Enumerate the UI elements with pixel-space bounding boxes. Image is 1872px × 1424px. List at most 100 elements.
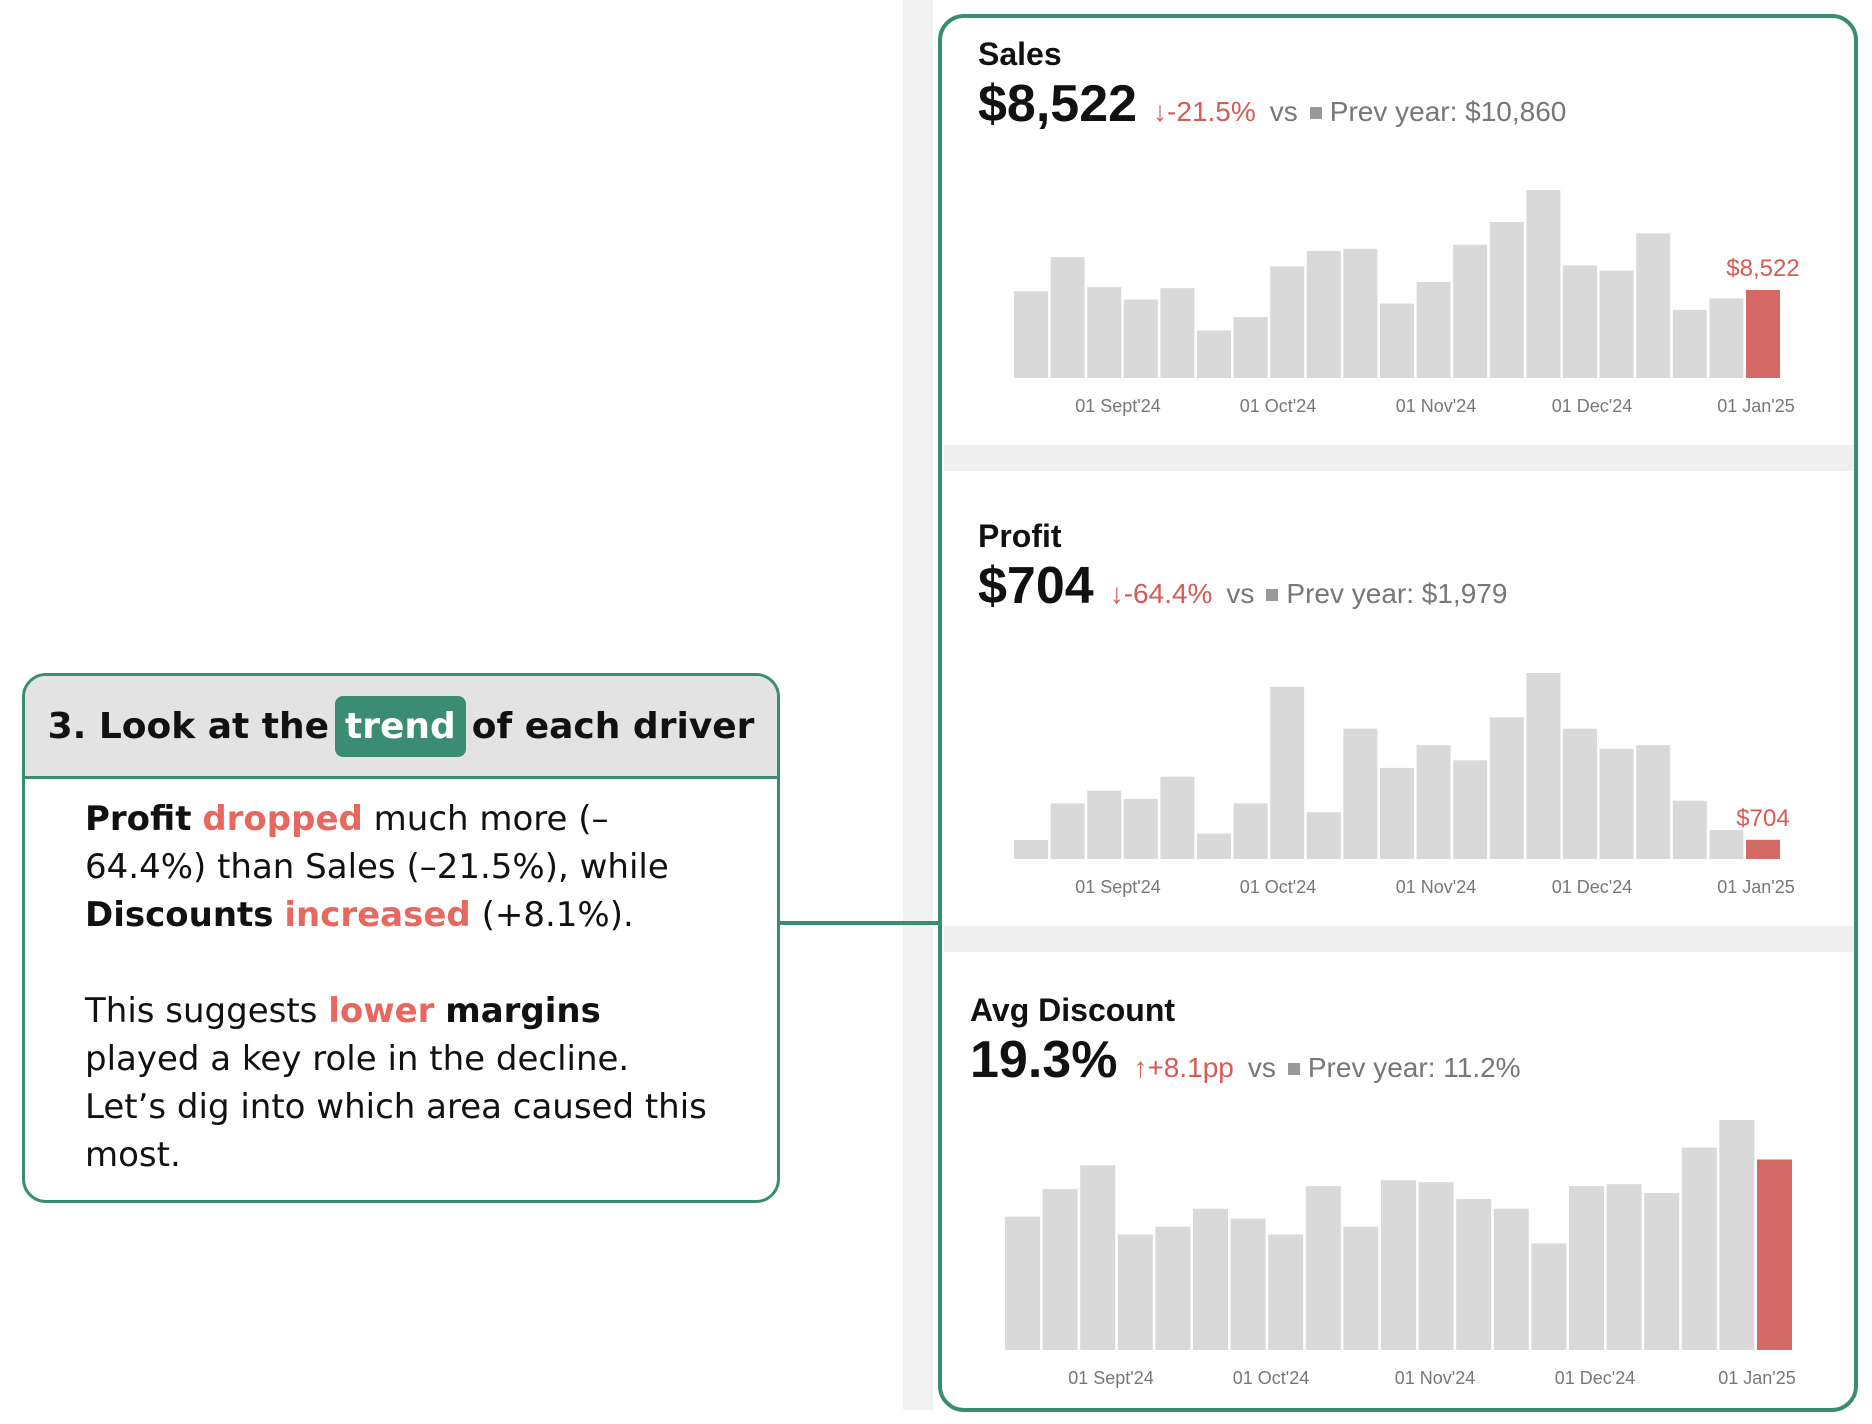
- data-label: $8,522: [1726, 255, 1799, 282]
- bar: [1672, 800, 1707, 859]
- bar: [1123, 798, 1158, 859]
- bar: [1305, 1186, 1341, 1350]
- callout-card: 3. Look at the trend of each driver Prof…: [22, 673, 780, 1203]
- bar: [1193, 1208, 1228, 1350]
- kpi-value: $704: [978, 557, 1094, 615]
- x-tick-label: 01 Sept'24: [1075, 396, 1161, 416]
- bar: [1380, 303, 1414, 378]
- callout-body: Profit dropped much more (–64.4%) than S…: [25, 779, 777, 1179]
- kpi-prev-year: Prev year: $1,979: [1286, 578, 1508, 609]
- bar: [1233, 803, 1268, 859]
- bar: [1230, 1218, 1266, 1350]
- bar: [1117, 1234, 1153, 1350]
- bar-highlighted: [1746, 289, 1780, 378]
- bar: [1418, 1182, 1454, 1350]
- paragraph-text: played a key role in the decline. Let’s …: [85, 1039, 707, 1175]
- bar: [1416, 281, 1451, 378]
- profit-bar-chart: $704 01 Sept'24 01 Oct'24 01 Nov'24 01 Dec'2…: [1014, 673, 1795, 897]
- bar: [1569, 1186, 1604, 1350]
- bar: [1087, 790, 1122, 859]
- kpi-title-profit: Profit: [978, 518, 1062, 554]
- kpi-line-avg-discount: 19.3% ↑+8.1pp vs Prev year: 11.2%: [970, 1030, 1521, 1090]
- kpi-value: $8,522: [978, 75, 1138, 133]
- bar: [1709, 829, 1744, 859]
- bar: [1489, 222, 1524, 378]
- bar: [1493, 1208, 1529, 1350]
- card-divider: [944, 926, 1854, 952]
- x-tick-label: 01 Dec'24: [1552, 396, 1633, 416]
- legend-square-icon: [1287, 1063, 1300, 1075]
- paragraph-space: [434, 991, 445, 1031]
- bar: [1233, 317, 1268, 378]
- bar: [1681, 1147, 1717, 1350]
- callout-paragraph-1: Profit dropped much more (–64.4%) than S…: [85, 795, 721, 939]
- bar: [1160, 776, 1195, 859]
- kpi-delta: ↓-64.4%: [1109, 578, 1213, 609]
- kpi-vs: vs: [1269, 96, 1298, 127]
- kpi-title-avg-discount: Avg Discount: [970, 992, 1176, 1028]
- paragraph-text: This suggests: [85, 991, 329, 1031]
- bar: [1526, 190, 1561, 378]
- bar: [1416, 745, 1451, 859]
- kpi-line-sales: $8,522 ↓-21.5% vs Prev year: $10,860: [978, 74, 1566, 134]
- sales-bar-chart: $8,522 01 Sept'24 01 Oct'24 01 Nov'24 01 Dec…: [1014, 190, 1800, 416]
- background-strip: [903, 0, 933, 1410]
- avg-discount-bar-chart: 01 Sept'24 01 Oct'24 01 Nov'24 01 Dec'24 01 …: [1005, 1120, 1796, 1388]
- bar: [1005, 1216, 1040, 1350]
- bar: [1644, 1193, 1680, 1350]
- bar: [1380, 767, 1414, 859]
- paragraph-text: (+8.1%).: [470, 895, 634, 935]
- bar: [1599, 748, 1634, 859]
- bar: [1014, 840, 1048, 859]
- kpi-value: 19.3%: [970, 1031, 1118, 1089]
- bar: [1719, 1120, 1755, 1350]
- card-divider: [944, 445, 1854, 471]
- emphasis-lower: lower: [328, 991, 435, 1031]
- emphasis-margins: margins: [445, 991, 601, 1031]
- bar-highlighted: [1757, 1159, 1792, 1350]
- kpi-prev-year: Prev year: $10,860: [1329, 96, 1567, 127]
- bar: [1489, 717, 1524, 859]
- bar: [1606, 1184, 1642, 1350]
- kpi-title-sales: Sales: [978, 36, 1062, 72]
- x-tick-label: 01 Oct'24: [1240, 396, 1316, 416]
- bar: [1531, 1243, 1567, 1350]
- bar: [1453, 760, 1488, 859]
- bar: [1709, 298, 1744, 378]
- emphasis-discounts: Discounts: [85, 895, 274, 935]
- bar: [1563, 265, 1597, 378]
- heading-text-post: of each driver: [471, 705, 755, 747]
- bar: [1050, 257, 1085, 378]
- x-tick-label: 01 Dec'24: [1552, 877, 1633, 897]
- x-tick-label: 01 Jan'25: [1717, 877, 1795, 897]
- bar: [1270, 686, 1305, 859]
- emphasis-dropped: dropped: [202, 799, 363, 839]
- bar: [1080, 1165, 1116, 1350]
- bar: [1087, 287, 1122, 378]
- bar: [1456, 1198, 1492, 1350]
- bar: [1343, 1226, 1379, 1350]
- bar: [1526, 673, 1561, 859]
- legend-square-icon: [1309, 107, 1322, 119]
- kpi-vs: vs: [1226, 578, 1255, 609]
- bar: [1453, 244, 1488, 378]
- bar: [1160, 288, 1195, 378]
- bar: [1306, 250, 1341, 378]
- x-tick-label: 01 Oct'24: [1233, 1368, 1309, 1388]
- x-tick-label: 01 Sept'24: [1075, 877, 1161, 897]
- bar: [1197, 330, 1231, 378]
- bar: [1636, 233, 1671, 378]
- emphasis-increased: increased: [284, 895, 471, 935]
- kpi-vs: vs: [1247, 1052, 1276, 1083]
- kpi-delta: ↓-21.5%: [1153, 96, 1256, 127]
- bar: [1343, 248, 1378, 378]
- bar: [1014, 291, 1048, 378]
- bar: [1270, 266, 1305, 378]
- x-tick-label: 01 Jan'25: [1717, 396, 1795, 416]
- callout-paragraph-2: This suggests lower margins played a key…: [85, 987, 721, 1179]
- bar: [1155, 1226, 1191, 1350]
- x-tick-label: 01 Nov'24: [1396, 396, 1477, 416]
- x-tick-label: 01 Nov'24: [1396, 877, 1477, 897]
- legend-square-icon: [1266, 589, 1279, 601]
- x-tick-label: 01 Jan'25: [1718, 1368, 1796, 1388]
